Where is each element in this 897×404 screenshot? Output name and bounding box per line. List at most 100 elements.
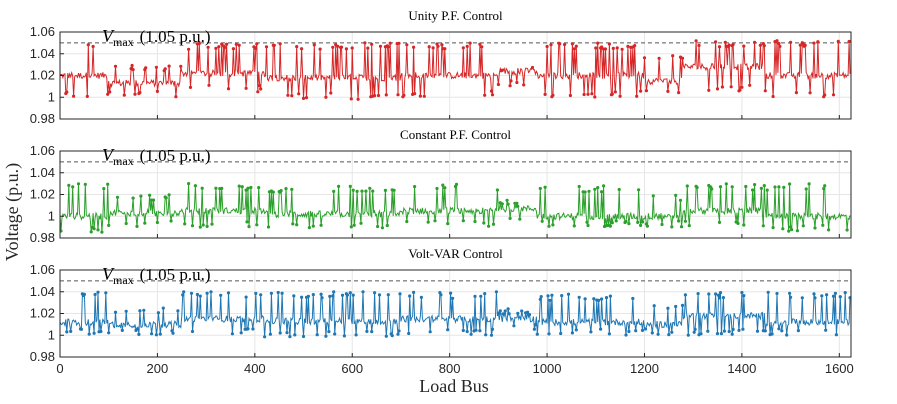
voltage-point <box>480 45 484 49</box>
voltage-point <box>723 40 727 44</box>
voltage-point <box>115 195 120 199</box>
voltage-point <box>596 41 600 45</box>
voltage-point <box>718 185 723 189</box>
voltage-point <box>398 292 402 296</box>
voltage-point <box>685 184 689 188</box>
voltage-point <box>812 292 816 296</box>
voltage-point <box>220 186 224 190</box>
voltage-point <box>692 330 696 334</box>
voltage-point <box>494 290 498 294</box>
y-tick-label: 1.04 <box>30 284 55 299</box>
vmax-label: Vmax (1.05 p.u.) <box>102 264 211 287</box>
voltage-point <box>348 291 352 295</box>
voltage-point <box>107 223 111 227</box>
voltage-point <box>762 44 766 48</box>
voltage-point <box>408 294 412 298</box>
voltage-point <box>351 188 355 192</box>
voltage-point <box>568 93 573 98</box>
panel-title: Volt-VAR Control <box>408 246 503 261</box>
voltage-point <box>558 42 562 46</box>
voltage-point <box>120 328 124 332</box>
voltage-point <box>777 185 781 189</box>
voltage-point <box>373 94 377 98</box>
voltage-point <box>284 187 288 191</box>
voltage-point <box>720 85 725 89</box>
voltage-point <box>373 291 377 295</box>
voltage-point <box>426 220 430 224</box>
voltage-point <box>560 294 564 298</box>
voltage-point <box>473 294 477 298</box>
voltage-point <box>505 198 509 202</box>
voltage-point <box>831 294 836 298</box>
vmax-value: (1.05 p.u.) <box>140 265 211 284</box>
voltage-point <box>670 330 674 334</box>
voltage-point <box>79 327 83 331</box>
voltage-point <box>491 222 496 226</box>
voltage-point <box>131 68 135 72</box>
vmax-value: (1.05 p.u.) <box>140 146 211 165</box>
voltage-point <box>730 185 734 189</box>
voltage-point <box>306 294 310 298</box>
voltage-point <box>439 293 443 297</box>
voltage-point <box>600 190 604 194</box>
voltage-point <box>370 42 374 46</box>
voltage-point <box>516 204 520 208</box>
voltage-point <box>405 219 409 224</box>
voltage-point <box>714 40 718 44</box>
voltage-point <box>509 79 513 83</box>
voltage-point <box>483 93 487 97</box>
voltage-point <box>660 222 664 227</box>
panel-3: 0.98 1 1.02 1.04 1.06 Volt-VAR Control Vmax (1.… <box>30 246 852 364</box>
voltage-point <box>566 292 571 296</box>
voltage-point <box>246 327 250 331</box>
voltage-point <box>465 44 469 49</box>
x-axis-label: Load Bus <box>419 376 489 396</box>
voltage-point <box>124 309 128 313</box>
voltage-point <box>657 56 661 60</box>
voltage-point <box>428 330 432 334</box>
voltage-point <box>608 294 613 298</box>
voltage-point <box>188 85 193 89</box>
voltage-point <box>736 221 740 225</box>
voltage-point <box>225 42 229 46</box>
voltage-point <box>85 94 89 98</box>
voltage-point <box>301 334 306 339</box>
voltage-point <box>572 224 576 228</box>
voltage-point <box>214 186 218 190</box>
voltage-point <box>340 293 345 297</box>
voltage-point <box>785 333 789 337</box>
voltage-point <box>295 223 299 227</box>
voltage-point <box>205 291 209 295</box>
voltage-point <box>765 188 769 192</box>
panels: 0.98 1 1.02 1.04 1.06 Unity P.F. Control Vmax (… <box>30 8 854 376</box>
x-tick-label: 600 <box>341 361 363 376</box>
voltage-point <box>290 187 294 191</box>
voltage-point <box>585 220 589 224</box>
voltage-point <box>413 92 417 96</box>
voltage-point <box>789 295 793 299</box>
voltage-point <box>446 222 450 226</box>
voltage-point <box>190 224 195 228</box>
panel-title: Unity P.F. Control <box>408 8 503 23</box>
voltage-point <box>527 313 532 317</box>
voltage-point <box>91 44 95 49</box>
voltage-point <box>356 97 360 101</box>
voltage-point <box>226 87 231 91</box>
voltage-point <box>778 44 782 49</box>
voltage-point <box>613 90 617 94</box>
voltage-point <box>106 182 110 186</box>
voltage-point <box>498 309 502 313</box>
voltage-point <box>96 290 100 294</box>
voltage-point <box>155 89 159 93</box>
voltage-point <box>487 224 491 228</box>
voltage-point <box>354 333 358 337</box>
voltage-point <box>390 334 394 338</box>
voltage-point <box>478 42 482 46</box>
voltage-point <box>721 296 726 300</box>
voltage-point <box>113 64 118 68</box>
voltage-point <box>412 45 416 49</box>
voltage-point <box>755 329 760 333</box>
voltage-point <box>407 331 411 336</box>
voltage-point <box>738 88 742 92</box>
voltage-point <box>276 290 280 295</box>
